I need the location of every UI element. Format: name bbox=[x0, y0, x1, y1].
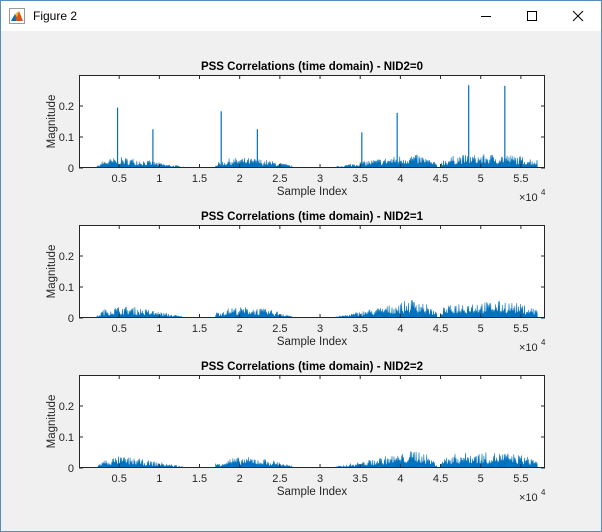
x-tick-label: 4.5 bbox=[433, 473, 448, 485]
series-segment bbox=[440, 154, 538, 168]
plot-area bbox=[79, 375, 545, 468]
series-segment bbox=[440, 452, 538, 468]
x-tick-label: 1.5 bbox=[192, 173, 207, 185]
x-axis-label: Sample Index bbox=[277, 186, 348, 198]
x-exponent-power: 4 bbox=[541, 188, 546, 197]
window-title: Figure 2 bbox=[33, 9, 78, 23]
plot-area bbox=[79, 75, 545, 168]
x-tick-label: 2.5 bbox=[272, 173, 287, 185]
y-tick-label: 0.1 bbox=[59, 432, 74, 444]
x-tick-label: 0.5 bbox=[112, 173, 127, 185]
figure-canvas: 0.5 1 1.5 2 2.5 3 3.5 4 4.5 5 5.5 0 0.1 0.2 PSS Correl… bbox=[1, 31, 601, 531]
x-exponent-power: 4 bbox=[541, 338, 546, 347]
chart-title: PSS Correlations (time domain) - NID2=0 bbox=[201, 61, 423, 73]
x-tick-label: 4 bbox=[397, 323, 403, 335]
x-tick-label: 2 bbox=[237, 323, 243, 335]
y-tick-label: 0.1 bbox=[59, 282, 74, 294]
subplot-1: 0.5 1 1.5 2 2.5 3 3.5 4 4.5 5 5.5 0 0.1 0.2 PSS Correl… bbox=[46, 211, 546, 354]
minimize-icon bbox=[481, 16, 491, 17]
subplot-2: 0.5 1 1.5 2 2.5 3 3.5 4 4.5 5 5.5 0 0.1 0.2 PSS Correl… bbox=[46, 361, 546, 504]
x-tick-label: 1 bbox=[156, 323, 162, 335]
x-exponent-label: ×10 bbox=[519, 492, 538, 504]
chart-title: PSS Correlations (time domain) - NID2=1 bbox=[201, 211, 424, 223]
x-tick-label: 5.5 bbox=[513, 473, 528, 485]
y-tick-label: 0 bbox=[68, 463, 74, 475]
y-tick-label: 0.2 bbox=[59, 401, 74, 413]
y-tick-label: 0 bbox=[68, 163, 74, 175]
x-tick-label: 3 bbox=[317, 473, 323, 485]
x-tick-label: 1.5 bbox=[192, 473, 207, 485]
close-button[interactable] bbox=[555, 1, 601, 31]
x-tick-label: 1 bbox=[156, 473, 162, 485]
axes-box bbox=[79, 75, 545, 168]
x-tick-label: 3.5 bbox=[353, 173, 368, 185]
y-axis-label: Magnitude bbox=[46, 95, 58, 149]
y-tick-label: 0 bbox=[68, 313, 74, 325]
series-segment bbox=[335, 300, 438, 318]
title-bar[interactable]: Figure 2 bbox=[1, 1, 601, 31]
y-tick-label: 0.1 bbox=[59, 132, 74, 144]
x-tick-label: 0.5 bbox=[112, 323, 127, 335]
x-tick-label: 3 bbox=[317, 323, 323, 335]
x-tick-label: 2 bbox=[237, 173, 243, 185]
x-tick-label: 4 bbox=[397, 173, 403, 185]
y-tick-label: 0.2 bbox=[59, 251, 74, 263]
x-tick-label: 3.5 bbox=[353, 323, 368, 335]
close-icon bbox=[572, 10, 584, 22]
x-axis-label: Sample Index bbox=[277, 336, 348, 348]
axes-box bbox=[79, 225, 545, 318]
x-tick-label: 2.5 bbox=[272, 473, 287, 485]
x-tick-label: 3.5 bbox=[353, 473, 368, 485]
x-tick-label: 2.5 bbox=[272, 323, 287, 335]
x-tick-label: 4.5 bbox=[433, 323, 448, 335]
x-tick-label: 4 bbox=[397, 473, 403, 485]
series-segment bbox=[335, 451, 438, 468]
x-exponent-power: 4 bbox=[541, 488, 546, 497]
x-tick-label: 5.5 bbox=[513, 173, 528, 185]
x-tick-label: 1 bbox=[156, 173, 162, 185]
x-tick-label: 1.5 bbox=[192, 323, 207, 335]
x-tick-label: 5 bbox=[478, 173, 484, 185]
x-tick-label: 5 bbox=[478, 473, 484, 485]
minimize-button[interactable] bbox=[463, 1, 509, 31]
x-tick-label: 5 bbox=[478, 323, 484, 335]
subplot-0: 0.5 1 1.5 2 2.5 3 3.5 4 4.5 5 5.5 0 0.1 0.2 PSS Correl… bbox=[46, 61, 546, 204]
x-tick-label: 0.5 bbox=[112, 473, 127, 485]
maximize-icon bbox=[527, 11, 537, 21]
maximize-button[interactable] bbox=[509, 1, 555, 31]
y-axis-label: Magnitude bbox=[46, 245, 58, 299]
axes-box bbox=[79, 375, 545, 468]
x-tick-label: 2 bbox=[237, 473, 243, 485]
x-tick-label: 4.5 bbox=[433, 173, 448, 185]
x-tick-label: 5.5 bbox=[513, 323, 528, 335]
series-segment bbox=[440, 300, 538, 318]
x-axis-label: Sample Index bbox=[277, 486, 348, 498]
x-exponent-label: ×10 bbox=[519, 192, 538, 204]
y-axis-label: Magnitude bbox=[46, 395, 58, 449]
chart-title: PSS Correlations (time domain) - NID2=2 bbox=[201, 361, 423, 373]
x-tick-label: 3 bbox=[317, 173, 323, 185]
y-tick-label: 0.2 bbox=[59, 101, 74, 113]
plot-area bbox=[79, 225, 545, 318]
matlab-figure-icon bbox=[9, 8, 25, 24]
subplots-svg: 0.5 1 1.5 2 2.5 3 3.5 4 4.5 5 5.5 0 0.1 0.2 PSS Correl… bbox=[46, 61, 546, 504]
x-exponent-label: ×10 bbox=[519, 342, 538, 354]
